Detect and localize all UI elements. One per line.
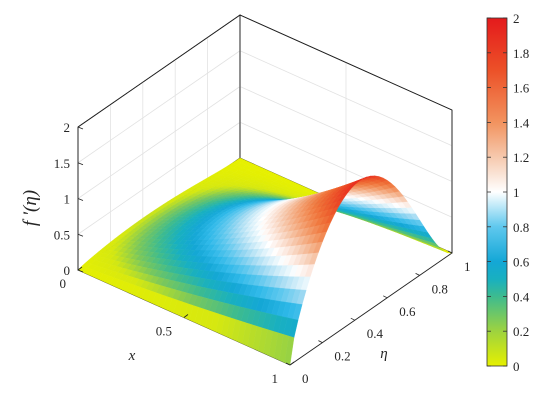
z-tick-label: 0.5 [54,227,70,242]
grid-line [77,86,241,199]
grid-line [77,121,241,235]
colorbar-tick-label: 0.4 [513,289,530,304]
x-tick [77,266,83,271]
colorbar-tick-label: 1.8 [513,46,529,61]
z-tick [77,269,84,273]
x-tick-label: 1 [272,371,279,386]
eta-tick-label: 1 [464,259,471,274]
eta-axis-line [289,252,453,366]
eta-tick [285,362,291,366]
colorbar-tick-label: 1 [513,185,520,200]
colorbar-tick-label: 0.8 [513,220,529,235]
eta-tick-label: 0 [302,371,309,386]
colorbar-tick-label: 0 [513,359,520,374]
colorbar-tick-label: 0.6 [513,255,530,270]
surface-plot [77,157,453,366]
colorbar: 0 0.2 0.4 0.6 0.8 1 1.2 1.4 1.6 1.8 2 [486,11,530,374]
z-tick-label: 0 [64,263,71,278]
y-axis-label: η [380,346,387,362]
colorbar-tick-label: 1.4 [513,115,530,130]
z-tick [77,198,84,201]
axis-edge [77,14,241,128]
z-tick [77,126,84,130]
colorbar-ticks: 0 0.2 0.4 0.6 0.8 1 1.2 1.4 1.6 1.8 2 [487,11,530,374]
grid-line [77,50,241,164]
eta-tick-label: 0.2 [334,349,350,364]
x-tick [183,314,189,318]
eta-tick [318,340,323,343]
colorbar-tick-label: 1.2 [513,150,529,165]
colorbar-tick-label: 1.6 [513,81,530,96]
eta-tick-label: 0.6 [399,304,416,319]
eta-tick [383,295,388,299]
eta-tick [415,273,420,276]
z-tick [77,162,84,166]
axis-edge [239,14,453,111]
eta-tick [447,250,453,254]
colorbar-tick-label: 0.2 [513,324,529,339]
x-tick [289,361,295,366]
axis-ticks: 0 0.5 1 1.5 2 0 0.5 1 0 0.2 0.4 0.6 0.8 1 [54,120,471,386]
z-tick-label: 1.5 [54,156,70,171]
eta-tick-label: 0.4 [367,326,384,341]
x-tick-label: 0 [60,276,67,291]
z-tick-label: 2 [64,120,71,135]
colorbar-tick-label: 2 [513,11,520,26]
z-tick [77,233,84,237]
z-axis-label: f '(η) [20,190,41,226]
x-tick-label: 0.5 [156,324,172,339]
eta-tick [350,317,355,321]
eta-tick-label: 0.8 [432,281,448,296]
z-tick-label: 1 [64,192,71,207]
x-axis-label: x [128,348,136,364]
